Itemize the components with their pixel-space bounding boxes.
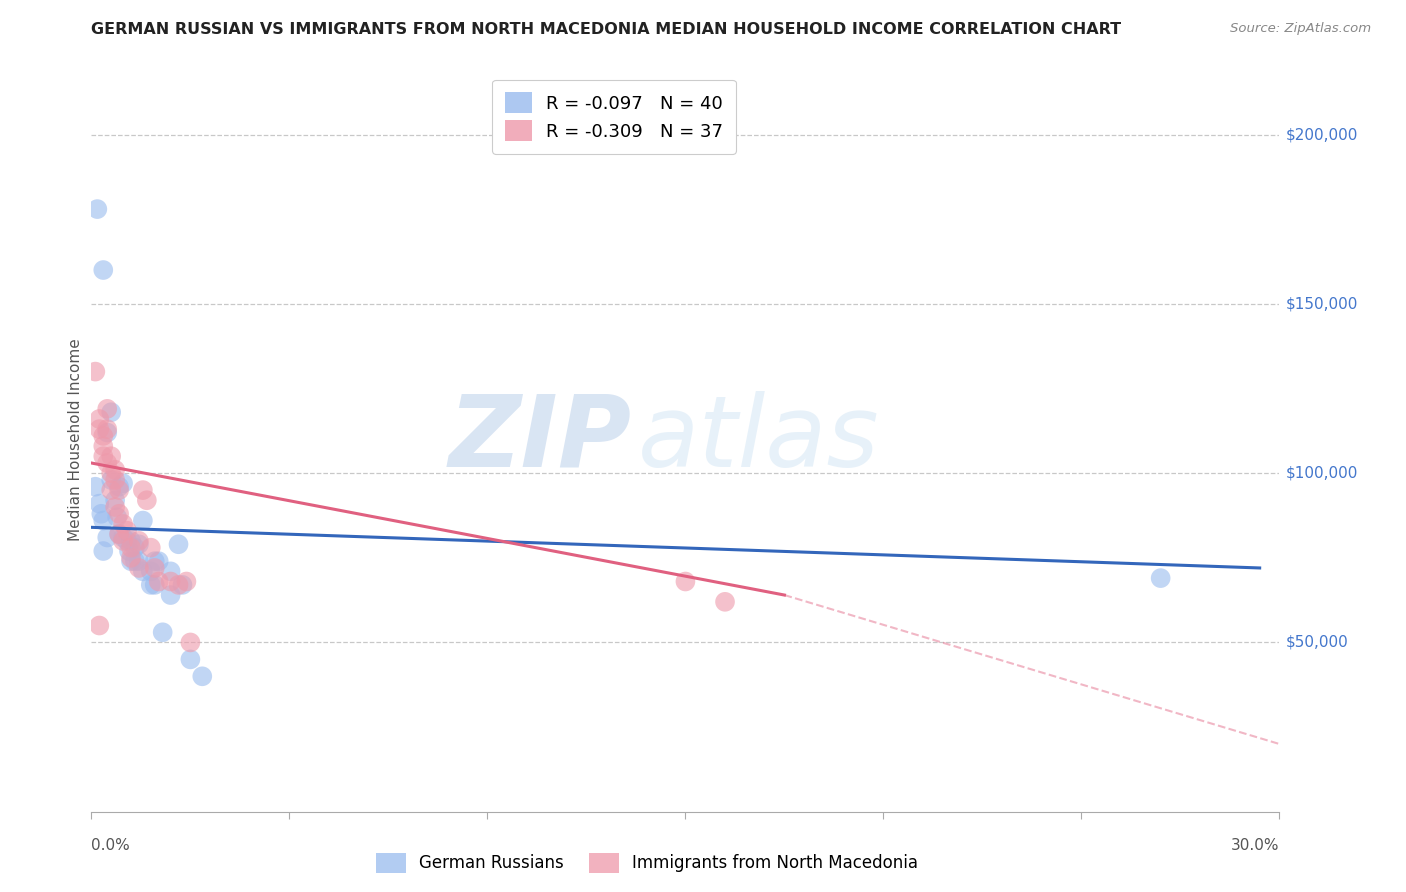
Point: [112, 533, 135, 548]
Text: $200,000: $200,000: [1285, 128, 1358, 142]
Point: [172, 578, 194, 592]
Point: [191, 669, 214, 683]
Point: [132, 483, 155, 497]
Point: [90, 507, 112, 521]
Point: [135, 493, 157, 508]
Point: [89, 618, 111, 632]
Point: [128, 554, 150, 568]
Point: [104, 463, 127, 477]
Point: [132, 565, 155, 579]
Point: [143, 554, 166, 568]
Point: [89, 412, 111, 426]
Point: [139, 541, 162, 555]
Point: [96, 401, 118, 416]
Point: [167, 578, 190, 592]
Text: $150,000: $150,000: [1285, 296, 1358, 311]
Point: [139, 578, 162, 592]
Point: [148, 574, 170, 589]
Point: [108, 527, 131, 541]
Point: [120, 541, 142, 555]
Legend: German Russians, Immigrants from North Macedonia: German Russians, Immigrants from North M…: [368, 847, 925, 880]
Point: [139, 565, 162, 579]
Point: [115, 533, 138, 548]
Point: [104, 493, 127, 508]
Point: [100, 466, 122, 480]
Point: [159, 574, 181, 589]
Point: [120, 533, 142, 548]
Point: [100, 483, 122, 497]
Point: [673, 574, 696, 589]
Point: [159, 588, 181, 602]
Point: [1150, 571, 1173, 585]
Point: [100, 449, 122, 463]
Point: [96, 422, 118, 436]
Point: [105, 510, 128, 524]
Text: atlas: atlas: [638, 391, 880, 488]
Point: [115, 524, 138, 538]
Point: [128, 561, 150, 575]
Point: [86, 202, 108, 216]
Point: [143, 578, 166, 592]
Text: 30.0%: 30.0%: [1232, 838, 1279, 853]
Point: [91, 449, 114, 463]
Text: ZIP: ZIP: [449, 391, 631, 488]
Point: [91, 544, 114, 558]
Point: [179, 635, 201, 649]
Point: [152, 625, 174, 640]
Point: [148, 554, 170, 568]
Point: [84, 480, 107, 494]
Point: [104, 500, 127, 514]
Point: [84, 365, 107, 379]
Point: [108, 480, 131, 494]
Point: [128, 537, 150, 551]
Point: [96, 531, 118, 545]
Point: [91, 429, 114, 443]
Point: [159, 565, 181, 579]
Point: [120, 550, 142, 565]
Legend: R = -0.097   N = 40, R = -0.309   N = 37: R = -0.097 N = 40, R = -0.309 N = 37: [492, 79, 737, 153]
Point: [100, 473, 122, 487]
Point: [714, 595, 737, 609]
Point: [108, 507, 131, 521]
Point: [96, 425, 118, 440]
Text: $100,000: $100,000: [1285, 466, 1358, 481]
Text: Source: ZipAtlas.com: Source: ZipAtlas.com: [1230, 22, 1371, 36]
Point: [91, 514, 114, 528]
Point: [179, 652, 201, 666]
Point: [124, 554, 146, 568]
Point: [143, 561, 166, 575]
Point: [132, 514, 155, 528]
Text: $50,000: $50,000: [1285, 635, 1348, 650]
Point: [91, 439, 114, 453]
Point: [128, 533, 150, 548]
Point: [91, 263, 114, 277]
Text: 0.0%: 0.0%: [91, 838, 131, 853]
Point: [89, 422, 111, 436]
Point: [89, 497, 111, 511]
Point: [120, 554, 142, 568]
Point: [108, 483, 131, 497]
Point: [167, 537, 190, 551]
Point: [112, 516, 135, 531]
Point: [124, 541, 146, 555]
Point: [96, 456, 118, 470]
Point: [112, 476, 135, 491]
Y-axis label: Median Household Income: Median Household Income: [67, 338, 83, 541]
Point: [108, 527, 131, 541]
Point: [100, 405, 122, 419]
Point: [176, 574, 198, 589]
Point: [118, 544, 141, 558]
Point: [104, 473, 127, 487]
Point: [112, 531, 135, 545]
Text: GERMAN RUSSIAN VS IMMIGRANTS FROM NORTH MACEDONIA MEDIAN HOUSEHOLD INCOME CORREL: GERMAN RUSSIAN VS IMMIGRANTS FROM NORTH …: [91, 22, 1122, 37]
